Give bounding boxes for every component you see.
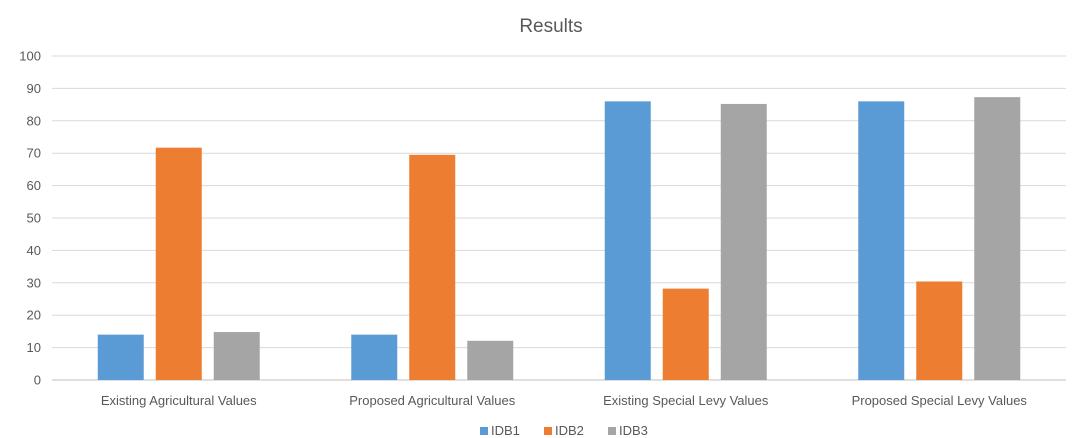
legend-item-idb2: IDB2 — [544, 423, 584, 438]
chart-title: Results — [519, 16, 582, 37]
legend: IDB1 IDB2 IDB3 — [480, 423, 648, 438]
x-category-label: Proposed Agricultural Values — [349, 393, 515, 408]
bar-idb3 — [213, 332, 260, 380]
y-tick-label: 0 — [34, 373, 41, 388]
x-category-label: Existing Special Levy Values — [603, 393, 769, 408]
legend-swatch — [608, 427, 616, 435]
y-tick-label: 20 — [27, 308, 41, 323]
y-tick-label: 40 — [27, 243, 41, 258]
bar-idb1 — [858, 101, 905, 381]
bar-idb2 — [916, 281, 963, 380]
y-tick-label: 90 — [27, 81, 41, 96]
bar-idb1 — [97, 334, 144, 380]
y-tick-label: 100 — [19, 49, 41, 64]
x-category-label: Proposed Special Levy Values — [852, 393, 1028, 408]
bars — [97, 97, 1021, 381]
bar-idb2 — [155, 147, 202, 380]
legend-swatch — [544, 427, 552, 435]
x-category-label: Existing Agricultural Values — [101, 393, 257, 408]
y-tick-label: 80 — [27, 113, 41, 128]
legend-item-idb1: IDB1 — [480, 423, 520, 438]
legend-label: IDB1 — [491, 423, 520, 438]
y-tick-label: 10 — [27, 340, 41, 355]
y-tick-label: 50 — [27, 211, 41, 226]
y-tick-label: 60 — [27, 178, 41, 193]
bar-idb3 — [974, 97, 1021, 380]
bar-idb2 — [662, 288, 709, 380]
y-tick-label: 70 — [27, 146, 41, 161]
bar-idb1 — [351, 334, 398, 380]
bar-idb3 — [720, 103, 767, 381]
legend-label: IDB3 — [619, 423, 648, 438]
legend-swatch — [480, 427, 488, 435]
x-axis-categories: Existing Agricultural Values Proposed Agr… — [101, 393, 1028, 408]
legend-item-idb3: IDB3 — [608, 423, 648, 438]
gridlines — [52, 55, 1066, 381]
bar-idb1 — [604, 101, 651, 381]
legend-label: IDB2 — [555, 423, 584, 438]
y-axis-ticks: 0 10 20 30 40 50 60 70 80 90 100 — [19, 49, 41, 388]
y-tick-label: 30 — [27, 275, 41, 290]
bar-idb3 — [467, 340, 514, 380]
bar-idb2 — [409, 154, 456, 380]
